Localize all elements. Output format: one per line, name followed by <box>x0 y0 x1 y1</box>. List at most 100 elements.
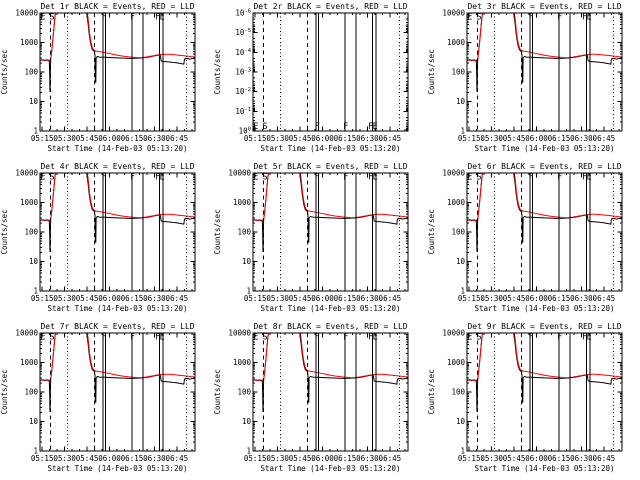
plot-frame <box>39 12 196 132</box>
events-curve <box>253 173 408 252</box>
event-letter-f: F <box>315 333 320 343</box>
y-axis-label: Counts/sec <box>213 49 222 94</box>
x-tick-label: 05:30 <box>53 294 76 303</box>
x-tick-label: 06:30 <box>143 454 166 463</box>
event-letter-e: E <box>467 173 472 183</box>
y-tick-label: 100 <box>24 228 38 237</box>
x-tick-label: 06:45 <box>592 134 615 143</box>
x-axis-label: Start Time (14-Feb-03 05:13:20) <box>261 464 401 473</box>
plot-det-4r: E S F F F E05:15 05:30 05:45 06:00 06:15 06:30 06:4… <box>0 162 196 313</box>
x-tick-label: 05:30 <box>267 454 290 463</box>
x-tick-label: 06:00 <box>525 454 548 463</box>
y-tick-label: 1 <box>460 127 465 136</box>
plot-det-3r: E S F F F E05:15 05:30 05:45 06:00 06:15 06:30 06:4… <box>427 2 623 153</box>
y-axis-label: Counts/sec <box>427 49 436 94</box>
x-tick-label: 06:15 <box>334 134 357 143</box>
x-tick-label: 05:15 <box>31 454 54 463</box>
event-letter-e: E <box>373 173 378 183</box>
x-tick-label: 06:30 <box>143 294 166 303</box>
y-tick-label: 1000 <box>233 358 252 367</box>
x-axis-label: Start Time (14-Feb-03 05:13:20) <box>48 304 188 313</box>
plot-frame <box>466 332 623 452</box>
event-letter-e: E <box>40 13 45 23</box>
x-tick-label: 06:00 <box>98 294 121 303</box>
y-tick-label: 1000 <box>20 198 39 207</box>
event-letter-e: E <box>586 13 591 23</box>
x-tick-label: 06:45 <box>166 454 189 463</box>
y-axis-label: Counts/sec <box>213 369 222 414</box>
y-tick-label: 10000 <box>442 9 465 18</box>
y-tick-label: 100 <box>451 388 465 397</box>
x-tick-label: 05:30 <box>53 454 76 463</box>
x-tick-label: 06:45 <box>592 454 615 463</box>
event-letter-f: F <box>368 122 373 132</box>
y-axis-label: Counts/sec <box>427 369 436 414</box>
x-tick-label: 05:30 <box>267 134 290 143</box>
x-tick-label: 05:15 <box>31 134 54 143</box>
x-tick-label: 06:30 <box>570 134 593 143</box>
plot-frame <box>39 172 196 292</box>
event-letter-s: S <box>263 333 268 343</box>
x-tick-label: 05:15 <box>31 294 54 303</box>
event-letter-f: F <box>155 173 160 183</box>
event-letter-f: F <box>557 173 562 183</box>
plot-title: Det 9r BLACK = Events, RED = LLD <box>467 322 621 331</box>
event-letter-e: E <box>160 173 165 183</box>
event-letter-f: F <box>102 333 107 343</box>
plot-det-8r: E S F F F E05:15 05:30 05:45 06:00 06:15 06:30 06:4… <box>213 322 409 473</box>
x-tick-label: 06:00 <box>312 454 335 463</box>
event-letter-s: S <box>50 333 55 343</box>
plot-det-2r: E S F F F E05:15 05:30 05:45 06:00 06:15 06:30 06:4… <box>213 2 409 153</box>
y-tick-label: 1000 <box>447 198 466 207</box>
y-tick-label: 1 <box>33 127 38 136</box>
event-letter-e: E <box>586 333 591 343</box>
x-tick-label: 05:15 <box>244 134 267 143</box>
lld-curve <box>467 13 622 61</box>
x-tick-label: 05:30 <box>480 294 503 303</box>
x-tick-label: 06:15 <box>334 454 357 463</box>
y-tick-label: 10-5 <box>236 28 252 37</box>
x-tick-label: 05:45 <box>502 454 525 463</box>
event-letter-f: F <box>528 173 533 183</box>
x-tick-label: 06:15 <box>121 454 144 463</box>
event-letter-e: E <box>467 13 472 23</box>
plot-title: Det 1r BLACK = Events, RED = LLD <box>40 2 194 11</box>
events-curve <box>40 173 195 252</box>
y-tick-label: 10-3 <box>236 68 252 77</box>
x-tick-label: 05:45 <box>76 454 99 463</box>
y-tick-label: 10-1 <box>236 107 252 116</box>
y-tick-label: 10-6 <box>236 9 252 18</box>
y-tick-label: 10000 <box>442 329 465 338</box>
events-curve <box>467 333 622 412</box>
x-tick-label: 05:30 <box>267 294 290 303</box>
x-tick-label: 06:30 <box>143 134 166 143</box>
plot-frame <box>39 332 196 452</box>
plot-frame <box>466 12 623 132</box>
plot-title: Det 8r BLACK = Events, RED = LLD <box>254 322 408 331</box>
y-axis-label: Counts/sec <box>427 209 436 254</box>
x-axis-label: Start Time (14-Feb-03 05:13:20) <box>474 464 614 473</box>
event-letter-s: S <box>263 173 268 183</box>
x-tick-label: 06:00 <box>525 294 548 303</box>
y-tick-label: 1000 <box>20 38 39 47</box>
event-letter-f: F <box>102 173 107 183</box>
x-axis-label: Start Time (14-Feb-03 05:13:20) <box>474 304 614 313</box>
event-letter-f: F <box>130 173 135 183</box>
plot-frame <box>252 332 409 452</box>
event-letter-e: E <box>160 333 165 343</box>
x-tick-label: 05:15 <box>458 294 481 303</box>
event-letter-s: S <box>263 122 268 132</box>
y-tick-label: 1000 <box>447 358 466 367</box>
x-tick-label: 05:15 <box>458 134 481 143</box>
x-tick-label: 06:15 <box>547 294 570 303</box>
x-tick-label: 06:00 <box>312 134 335 143</box>
y-tick-label: 10000 <box>229 169 252 178</box>
y-tick-label: 100 <box>24 388 38 397</box>
event-letter-f: F <box>582 333 587 343</box>
plot-det-7r: E S F F F E05:15 05:30 05:45 06:00 06:15 06:30 06:4… <box>0 322 196 473</box>
y-axis-label: Counts/sec <box>0 49 9 94</box>
y-tick-label: 10000 <box>442 169 465 178</box>
x-tick-label: 05:30 <box>480 454 503 463</box>
plot-det-9r: E S F F F E05:15 05:30 05:45 06:00 06:15 06:30 06:4… <box>427 322 623 473</box>
